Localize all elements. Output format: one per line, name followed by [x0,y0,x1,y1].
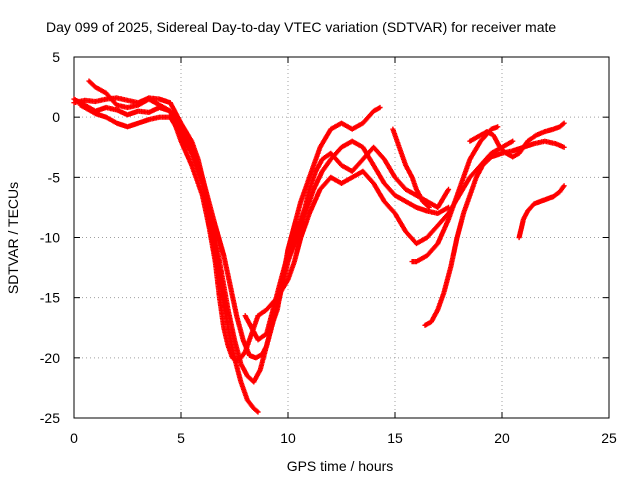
x-tick-label: 15 [387,430,403,446]
y-tick-label: -5 [48,169,61,185]
series-markers [516,183,567,241]
series-track-8 [422,138,567,328]
series-track-7 [409,124,501,265]
y-tick-label: -20 [40,350,60,366]
series-markers [422,138,567,328]
x-tick-label: 5 [177,430,185,446]
y-axis-label: SDTVAR / TECUs [5,182,21,294]
axis-ticks [73,56,610,419]
x-tick-label: 0 [70,430,78,446]
series-markers [390,126,432,210]
series-track-4 [77,102,261,415]
y-tick-label: 0 [52,109,60,125]
x-axis-label: GPS time / hours [287,458,394,474]
series-markers [77,102,261,415]
series-track-10 [516,183,567,241]
series-markers [409,124,501,265]
y-tick-label: -25 [40,410,60,426]
x-tick-label: 20 [494,430,510,446]
chart-title: Day 099 of 2025, Sidereal Day-to-day VTE… [46,19,556,35]
x-tick-label: 10 [280,430,296,446]
data-series [71,78,567,415]
y-tick-label: 5 [52,49,60,65]
tick-labels: 0 5 10 15 20 25 5 0 -5 -10 -15 -20 -25 [40,49,617,446]
y-tick-label: -15 [40,290,60,306]
x-tick-label: 25 [601,430,617,446]
series-track-6 [390,126,432,210]
series-track-9 [467,120,567,160]
series-markers [467,120,567,160]
grid-lines [74,57,609,418]
y-tick-label: -10 [40,230,60,246]
